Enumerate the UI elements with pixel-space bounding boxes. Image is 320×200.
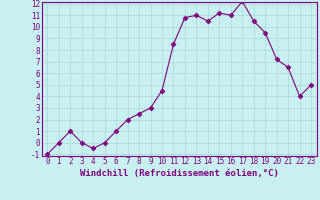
X-axis label: Windchill (Refroidissement éolien,°C): Windchill (Refroidissement éolien,°C) xyxy=(80,169,279,178)
